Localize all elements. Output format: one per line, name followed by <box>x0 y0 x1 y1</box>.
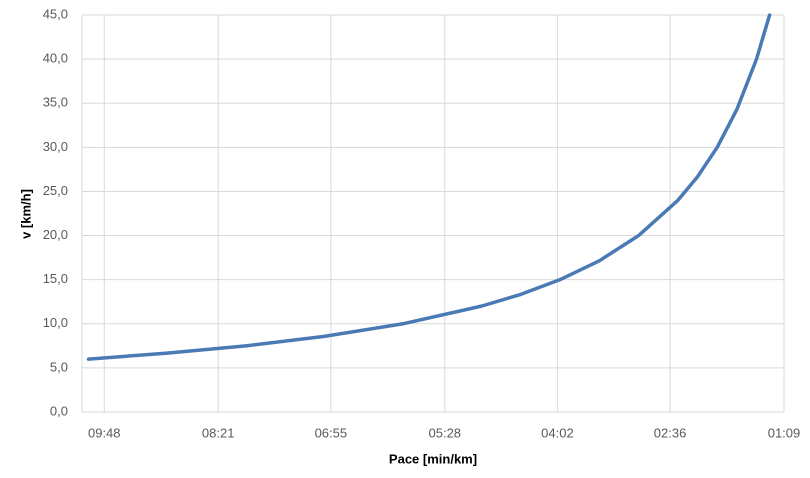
x-tick-label: 08:21 <box>202 425 235 440</box>
x-tick-label: 09:48 <box>88 425 121 440</box>
y-axis-title: v [km/h] <box>18 189 33 239</box>
y-tick-label: 0,0 <box>50 403 68 418</box>
x-tick-label: 02:36 <box>654 425 687 440</box>
x-tick-label: 01:09 <box>768 425 801 440</box>
x-tick-label: 04:02 <box>541 425 574 440</box>
y-tick-label: 35,0 <box>43 95 68 110</box>
y-tick-label: 15,0 <box>43 271 68 286</box>
y-tick-label: 45,0 <box>43 6 68 21</box>
x-axis-title: Pace [min/km] <box>389 451 477 466</box>
y-tick-label: 40,0 <box>43 51 68 66</box>
y-tick-label: 25,0 <box>43 183 68 198</box>
y-tick-label: 30,0 <box>43 139 68 154</box>
x-tick-label: 05:28 <box>429 425 462 440</box>
x-tick-label: 06:55 <box>315 425 348 440</box>
y-tick-label: 5,0 <box>50 359 68 374</box>
data-line <box>86 13 772 361</box>
y-tick-label: 10,0 <box>43 315 68 330</box>
y-tick-label: 20,0 <box>43 227 68 242</box>
